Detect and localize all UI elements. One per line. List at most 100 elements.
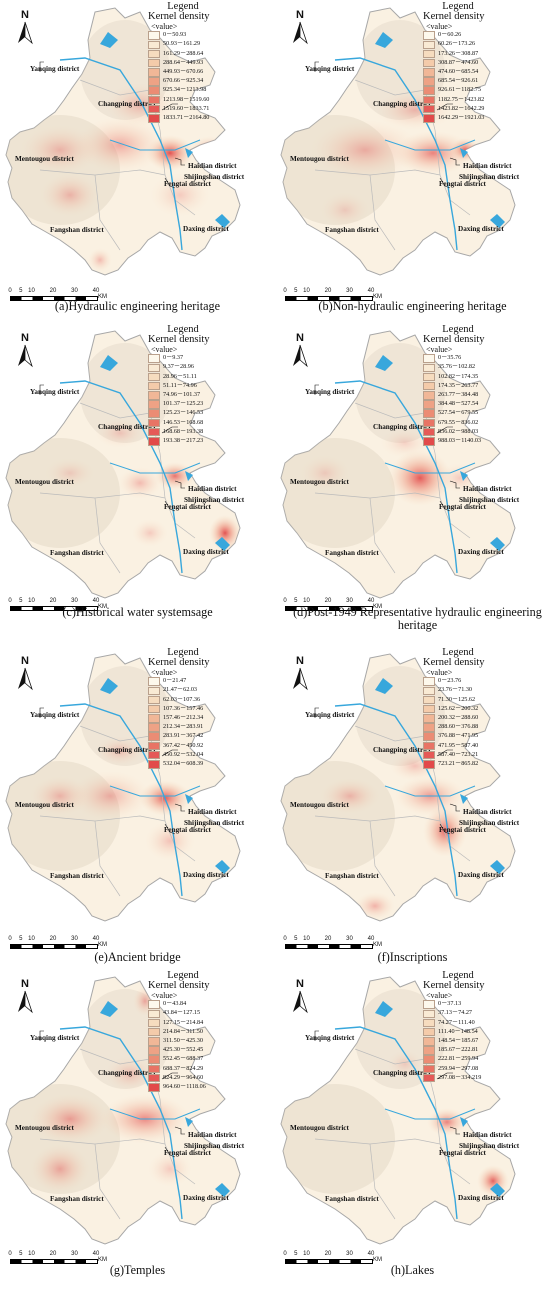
label-leader: [439, 500, 451, 512]
north-arrow: N: [289, 10, 311, 50]
scale-tick: 10: [303, 936, 310, 942]
legend-row: 824.29－964.60: [148, 1074, 273, 1083]
legend-range: 173.26－308.87: [438, 49, 479, 57]
legend-range: 161.29－288.64: [163, 49, 204, 57]
legend-row: 0－37.13: [423, 1000, 548, 1009]
legend-row: 425.30－552.45: [148, 1046, 273, 1055]
legend-range: 824.29－964.60: [163, 1073, 204, 1081]
district-label-changping: Changping district: [98, 1069, 156, 1077]
scale-bar-graphic: [10, 296, 98, 301]
legend-swatch: [423, 381, 435, 391]
legend-swatch: [148, 1064, 160, 1074]
legend-swatch: [423, 40, 435, 50]
legend-row: 0－9.37: [148, 354, 273, 363]
legend-row: 1213.98－1519.60: [148, 95, 273, 105]
legend-value-label: <value>: [426, 22, 453, 31]
legend-range: 1519.60－1833.71: [163, 104, 210, 112]
scale-bar-graphic: [10, 944, 98, 949]
legend-row: 146.53－168.68: [148, 418, 273, 428]
legend-range: 925.34－1213.98: [163, 86, 207, 94]
district-label-shijingshan: Shijingshan district: [459, 496, 520, 504]
district-border: [354, 79, 426, 96]
beijing-map: [5, 330, 241, 599]
density-hotspot: [387, 1050, 423, 1078]
legend-range: 259.94－297.08: [438, 1064, 479, 1072]
scale-unit: KM: [373, 294, 382, 300]
scale-tick: 20: [49, 598, 57, 604]
legend-row: 74.27－111.40: [423, 1018, 548, 1028]
district-label-changping: Changping district: [373, 100, 431, 108]
scale-unit: KM: [98, 1257, 107, 1263]
district-label-shijingshan: Shijingshan district: [184, 1142, 245, 1150]
legend-row: 161.29－288.64: [148, 49, 273, 59]
district-label-yanqing: Yanqing district: [305, 388, 355, 396]
scale-tick: 30: [71, 598, 78, 604]
legend-swatch: [423, 31, 435, 40]
legend-swatch: [148, 409, 160, 418]
legend-swatch: [148, 95, 160, 105]
legend-row: 474.60－685.54: [423, 68, 548, 77]
district-label-mentougou: Mentougou district: [15, 155, 74, 163]
label-leader: [174, 480, 185, 489]
north-arrow-icon: [293, 344, 308, 368]
district-label-fengtai: Fengtai district: [439, 826, 486, 834]
legend-range: 0－23.76: [438, 677, 462, 685]
river: [384, 1108, 476, 1120]
legend-range: 125.62－200.32: [438, 704, 479, 712]
north-label: N: [21, 332, 29, 344]
district-border: [79, 79, 151, 96]
legend-row: 925.34－1213.98: [148, 86, 273, 95]
reservoir: [185, 1117, 193, 1127]
legend-swatch: [423, 427, 435, 437]
label-leader: [449, 157, 460, 166]
district-border: [79, 402, 151, 419]
legend-swatch: [148, 400, 160, 409]
scale-ticks: 0 5 10 20 30 40: [8, 288, 110, 296]
legend-swatch: [423, 372, 435, 382]
reservoir: [100, 678, 118, 694]
district-label-shijingshan: Shijingshan district: [184, 819, 245, 827]
legend-range: 107.36－157.46: [163, 704, 204, 712]
river: [109, 139, 201, 151]
map-panel: Yanqing district Changping district Mentou…: [275, 969, 550, 1292]
river: [109, 1108, 201, 1120]
legend-swatch: [423, 418, 435, 428]
density-hotspot: [88, 248, 112, 272]
legend-swatch: [423, 354, 435, 363]
density-hotspot: [75, 117, 165, 173]
beijing-map: [5, 976, 241, 1245]
legend-row: 28.96－51.11: [148, 372, 273, 382]
legend-swatch: [423, 400, 435, 409]
legend-row: 723.21－865.82: [423, 760, 548, 769]
legend-range: 308.87－474.60: [438, 58, 479, 66]
river: [109, 785, 201, 797]
scale-bar: 0 5 10 20 30 40 KM: [283, 936, 385, 950]
legend-row: 200.32－288.60: [423, 714, 548, 723]
legend-row: 308.87－474.60: [423, 59, 548, 68]
district-border: [39, 1138, 166, 1145]
district-label-haidian: Haidian district: [188, 485, 237, 493]
scale-unit: KM: [98, 942, 107, 948]
district-label-shijingshan: Shijingshan district: [184, 173, 245, 181]
north-arrow: N: [289, 656, 311, 696]
district-label-fengtai: Fengtai district: [164, 1149, 211, 1157]
density-hotspot: [30, 1144, 90, 1194]
legend-swatch: [148, 1018, 160, 1028]
density-hotspot: [45, 458, 95, 488]
legend-range: 263.77－384.48: [438, 391, 479, 399]
district-border: [39, 169, 166, 176]
district-label-changping: Changping district: [98, 423, 156, 431]
legend-range: 127.15－214.84: [163, 1018, 204, 1026]
scale-tick: 20: [49, 1251, 57, 1257]
scale-tick: 5: [294, 936, 298, 942]
scale-ticks: 0 5 10 20 30 40: [283, 288, 385, 296]
reservoir: [185, 148, 193, 158]
legend-swatch: [148, 732, 160, 741]
district-label-yanqing: Yanqing district: [30, 388, 80, 396]
district-label-fangshan: Fangshan district: [50, 872, 104, 880]
legend-range: 0－60.26: [438, 31, 462, 39]
district-label-yanqing: Yanqing district: [30, 1034, 80, 1042]
legend-swatch: [148, 114, 160, 123]
panel-caption: (d)Post-1949 Representative hydraulic en…: [293, 605, 542, 632]
legend-value-label: <value>: [426, 345, 453, 354]
